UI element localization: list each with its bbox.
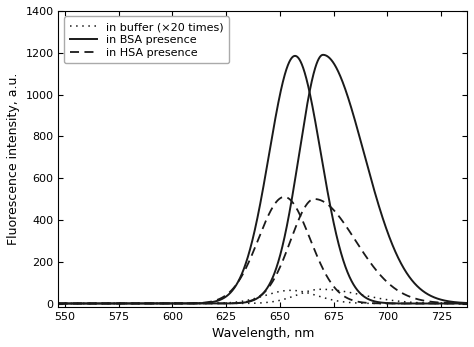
- Y-axis label: Fluorescence intensity, a.u.: Fluorescence intensity, a.u.: [7, 73, 20, 245]
- X-axis label: Wavelength, nm: Wavelength, nm: [211, 327, 314, 340]
- Legend: in buffer (×20 times), in BSA presence, in HSA presence: in buffer (×20 times), in BSA presence, …: [64, 17, 229, 63]
